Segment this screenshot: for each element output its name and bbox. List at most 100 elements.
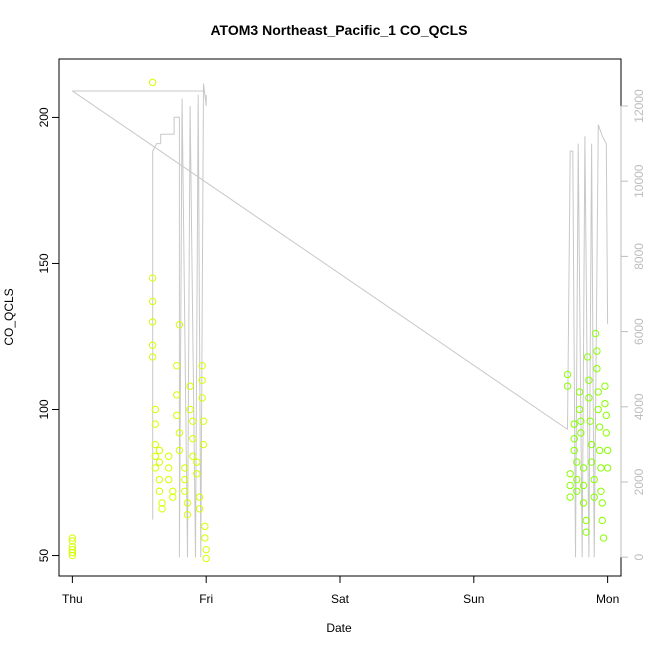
data-point	[151, 464, 160, 472]
data-point	[175, 446, 184, 455]
data-point	[590, 475, 598, 484]
x-tick-label: Fri	[199, 592, 213, 606]
data-point	[583, 353, 592, 361]
data-point	[155, 487, 164, 495]
x-axis-label: Date	[326, 621, 352, 635]
y-tick-label: 50	[37, 549, 51, 563]
data-point	[575, 388, 584, 396]
data-point	[173, 391, 181, 399]
data-point	[151, 420, 160, 428]
data-point	[199, 440, 208, 449]
data-point	[68, 543, 77, 551]
data-point	[599, 534, 608, 542]
data-point	[165, 475, 173, 484]
data-point	[68, 534, 77, 542]
data-point	[158, 505, 166, 513]
data-point	[566, 493, 574, 501]
data-point	[148, 78, 157, 87]
data-point	[598, 499, 606, 507]
data-point	[199, 417, 208, 425]
y2-tick-label: 2000	[632, 468, 646, 495]
data-point	[195, 505, 204, 513]
data-point	[602, 411, 610, 420]
data-point	[597, 487, 605, 495]
altitude-profile-fri	[152, 83, 207, 558]
data-point	[148, 274, 157, 282]
data-point	[201, 522, 209, 531]
data-point	[586, 417, 594, 425]
axes-layer: Thu Fri Sat Sun Mon5010015020002000400060008…	[37, 89, 646, 606]
data-point	[186, 405, 194, 414]
data-point	[181, 487, 189, 495]
data-point	[563, 382, 572, 390]
data-point	[594, 405, 602, 414]
data-point	[582, 516, 590, 525]
data-point	[165, 452, 173, 460]
y2-tick-label: 4000	[632, 393, 646, 420]
y2-tick-label: 10000	[632, 164, 646, 198]
data-point	[587, 458, 596, 466]
data-point	[148, 353, 157, 361]
data-point	[570, 435, 578, 443]
data-point	[601, 399, 609, 408]
data-point	[151, 452, 160, 460]
data-point	[158, 499, 166, 507]
data-point	[202, 554, 210, 563]
data-point	[68, 551, 77, 560]
data-point	[175, 321, 184, 329]
y2-tick-label: 8000	[632, 243, 646, 270]
data-point	[595, 446, 604, 455]
data-point	[582, 528, 590, 536]
data-point	[593, 364, 601, 373]
data-point	[603, 446, 612, 455]
data-point	[595, 423, 604, 431]
y2-tick-label: 12000	[632, 89, 646, 123]
data-point	[577, 417, 585, 425]
x-tick-label: Thu	[62, 592, 83, 606]
data-point	[597, 464, 605, 472]
data-point	[175, 429, 184, 437]
data-point	[193, 470, 201, 478]
data-point	[603, 464, 612, 472]
data-point	[155, 458, 164, 466]
data-point	[189, 417, 197, 425]
data-point	[189, 452, 197, 460]
data-point	[181, 475, 189, 484]
y-axis-label: CO_QCLS	[2, 288, 16, 345]
data-point	[195, 493, 204, 501]
data-point	[577, 429, 585, 437]
data-point	[173, 411, 181, 420]
data-point	[165, 464, 173, 472]
data-point	[155, 475, 164, 484]
data-point	[566, 481, 574, 490]
data-point	[593, 347, 601, 355]
data-point	[579, 481, 588, 490]
data-point	[591, 329, 600, 338]
data-point	[151, 440, 160, 449]
y2-tick-label: 6000	[632, 318, 646, 345]
data-point	[169, 487, 177, 495]
data-point	[601, 382, 609, 390]
data-point	[169, 493, 177, 501]
data-point	[198, 361, 206, 370]
data-point	[68, 546, 77, 554]
data-point	[186, 382, 194, 390]
data-point	[594, 388, 602, 396]
data-point	[181, 464, 189, 472]
y-tick-label: 100	[37, 399, 51, 419]
data-point	[575, 405, 584, 414]
chart-title: ATOM3 Northeast_Pacific_1 CO_QCLS	[210, 22, 467, 38]
data-point	[566, 470, 574, 478]
data-point	[587, 440, 596, 449]
y2-tick-label: 0	[632, 554, 646, 561]
data-point	[573, 458, 581, 466]
co-points-layer	[68, 78, 612, 563]
data-point	[151, 405, 160, 414]
data-point	[148, 341, 157, 349]
data-point	[579, 499, 588, 507]
data-point	[201, 534, 209, 542]
data-point	[585, 376, 593, 384]
data-point	[198, 394, 206, 402]
data-point	[598, 516, 606, 525]
